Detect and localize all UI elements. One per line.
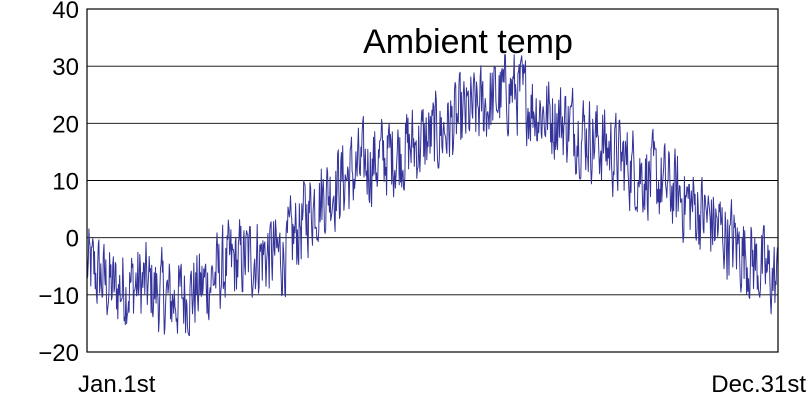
y-tick-label: 10	[52, 169, 79, 196]
series-line-ambient-temp	[86, 54, 779, 337]
chart-title: Ambient temp	[363, 23, 573, 61]
grid-lines	[87, 65, 778, 296]
x-tick-label-end: Dec.31st	[711, 371, 806, 397]
y-tick-label: −20	[38, 340, 79, 367]
y-tick-label: 30	[52, 54, 79, 81]
y-tick-label: 40	[52, 0, 79, 24]
x-tick-label-start: Jan.1st	[78, 371, 156, 397]
plot-area-frame	[86, 8, 779, 353]
y-tick-label: 20	[52, 111, 79, 138]
y-tick-label: 0	[66, 226, 79, 253]
y-axis-ticks: −20 −10 0 10 20 30 40	[38, 0, 79, 367]
series-layer	[86, 54, 779, 337]
y-tick-label: −10	[38, 283, 79, 310]
